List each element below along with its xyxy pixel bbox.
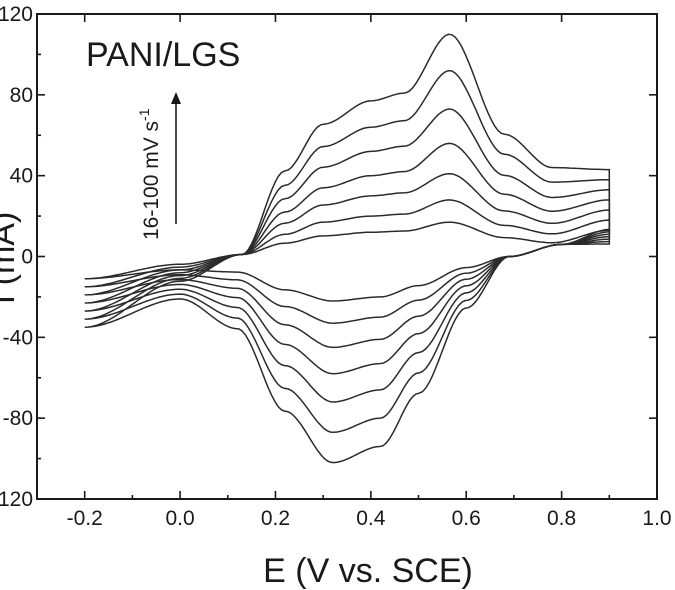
y-tick-label: 120 <box>0 3 33 26</box>
cv-curve-1 <box>84 221 611 302</box>
x-axis-ticks: -0.2 0.0 0.2 0.4 0.6 0.8 1.0 <box>36 14 672 530</box>
y-tick-label: -80 <box>3 407 33 430</box>
scan-rate-label-sup: -1 <box>136 108 152 121</box>
x-tick-label: 0.0 <box>165 507 194 530</box>
y-tick-label: -40 <box>3 326 33 349</box>
scan-rate-annotation: 16-100 mV s-1 <box>136 92 181 240</box>
scan-rate-label-main: 16-100 mV s <box>140 121 163 240</box>
scan-rate-arrow-head <box>171 92 181 104</box>
x-tick-label: 0.6 <box>452 507 481 530</box>
scan-rate-label: 16-100 mV s-1 <box>136 108 163 240</box>
y-axis-label: I (mA) <box>0 212 22 305</box>
x-tick-label: 0.8 <box>547 507 576 530</box>
plot-border <box>36 13 658 500</box>
x-tick-label: 0.4 <box>356 507 386 530</box>
cv-curve-7 <box>84 33 611 464</box>
x-tick-label: -0.2 <box>67 507 103 530</box>
x-tick-label: 1.0 <box>642 507 671 530</box>
x-tick-label: 0.2 <box>261 507 290 530</box>
plot-frame <box>36 13 658 500</box>
chart-title: PANI/LGS <box>86 36 240 74</box>
y-tick-label: 80 <box>10 84 33 107</box>
y-tick-label: -120 <box>0 488 33 511</box>
cv-curves <box>84 33 611 464</box>
y-tick-label: 40 <box>10 165 33 188</box>
y-tick-label: 0 <box>21 246 33 269</box>
cv-curve-4 <box>84 142 611 375</box>
x-axis-label: E (V vs. SCE) <box>263 552 473 590</box>
y-axis-ticks: -120 -80 -40 0 40 80 120 <box>0 3 657 511</box>
